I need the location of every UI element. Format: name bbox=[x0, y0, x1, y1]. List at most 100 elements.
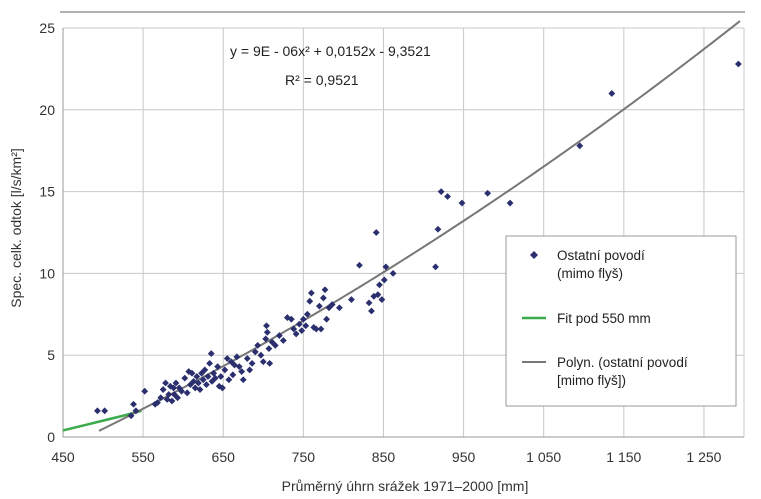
data-point bbox=[484, 189, 492, 197]
data-point bbox=[204, 373, 212, 380]
data-point bbox=[328, 301, 336, 308]
data-point bbox=[458, 199, 466, 207]
data-point bbox=[211, 374, 219, 382]
data-point bbox=[243, 355, 251, 362]
data-point bbox=[178, 387, 185, 395]
data-point bbox=[159, 386, 167, 393]
data-point bbox=[290, 325, 298, 333]
data-point bbox=[162, 379, 169, 387]
data-point bbox=[576, 142, 584, 150]
legend-label-points-line1: Ostatní povodí bbox=[557, 248, 645, 263]
data-point bbox=[275, 332, 283, 339]
x-tick-label: 950 bbox=[452, 449, 476, 465]
data-point bbox=[238, 368, 246, 375]
data-point bbox=[101, 407, 109, 415]
data-point bbox=[154, 399, 161, 407]
legend-box bbox=[505, 235, 737, 407]
data-point bbox=[203, 381, 210, 389]
fit-under-550-line bbox=[62, 409, 142, 432]
data-point bbox=[194, 379, 202, 387]
data-point bbox=[336, 304, 343, 312]
data-point bbox=[231, 361, 238, 369]
data-point bbox=[227, 358, 235, 366]
data-point bbox=[312, 325, 320, 333]
data-point bbox=[170, 391, 178, 398]
y-tick-label: 10 bbox=[39, 265, 55, 281]
data-point bbox=[207, 350, 215, 357]
data-point bbox=[166, 382, 174, 390]
data-point bbox=[265, 345, 273, 353]
x-tick-label: 1 150 bbox=[606, 449, 641, 465]
data-point bbox=[307, 289, 315, 297]
legend: Ostatní povodí (mimo flyš) Fit pod 550 m… bbox=[505, 235, 737, 407]
data-point bbox=[323, 315, 330, 323]
data-point bbox=[165, 391, 173, 398]
data-point bbox=[193, 373, 201, 380]
legend-item-polynomial: Polyn. (ostatní povodí [mimo flyš]) bbox=[522, 355, 688, 388]
data-point bbox=[127, 412, 135, 420]
y-tick-label: 20 bbox=[39, 102, 55, 118]
y-axis-title: Spec. celk. odtok [l/s/km²] bbox=[8, 148, 24, 308]
data-point bbox=[315, 302, 323, 310]
data-point bbox=[132, 407, 140, 415]
data-point bbox=[183, 389, 191, 397]
data-point bbox=[259, 358, 267, 366]
x-tick-label: 450 bbox=[51, 449, 75, 465]
data-point bbox=[378, 296, 386, 303]
data-point bbox=[372, 229, 380, 236]
data-point bbox=[217, 373, 225, 380]
x-tick-label: 650 bbox=[212, 449, 236, 465]
data-point bbox=[235, 363, 243, 371]
data-point bbox=[287, 315, 295, 323]
data-point bbox=[279, 337, 287, 344]
data-point bbox=[432, 263, 439, 271]
x-tick-label: 550 bbox=[131, 449, 155, 465]
r-squared-annotation: R² = 0,9521 bbox=[285, 72, 359, 88]
data-point bbox=[434, 225, 442, 233]
data-point bbox=[223, 355, 231, 362]
data-point bbox=[268, 338, 276, 346]
data-point bbox=[266, 359, 274, 367]
data-point bbox=[262, 335, 270, 343]
data-point bbox=[389, 270, 397, 277]
data-point bbox=[168, 397, 176, 405]
legend-label-points-line2: (mimo flyš) bbox=[557, 266, 623, 281]
data-point bbox=[271, 341, 279, 349]
data-point bbox=[225, 376, 233, 384]
data-point bbox=[317, 325, 325, 333]
data-point bbox=[298, 327, 306, 335]
data-point bbox=[302, 322, 310, 330]
legend-label-polynomial-line1: Polyn. (ostatní povodí bbox=[557, 355, 688, 370]
data-point bbox=[186, 381, 194, 389]
data-point bbox=[321, 286, 329, 294]
data-point bbox=[295, 320, 303, 328]
data-point bbox=[368, 307, 375, 315]
data-point bbox=[376, 281, 383, 289]
x-tick-label: 750 bbox=[292, 449, 316, 465]
data-point bbox=[170, 384, 177, 392]
data-point bbox=[248, 359, 256, 367]
series-layer bbox=[62, 20, 742, 432]
data-point bbox=[157, 394, 165, 402]
data-point bbox=[608, 90, 616, 97]
x-tick-labels: 450 550 650 750 850 950 1 050 1 150 1 250 bbox=[51, 449, 721, 465]
x-tick-label: 1 250 bbox=[686, 449, 721, 465]
data-point bbox=[201, 366, 209, 374]
data-point bbox=[444, 193, 451, 200]
y-tick-label: 5 bbox=[47, 347, 55, 363]
data-point bbox=[263, 328, 271, 336]
legend-label-polynomial-line2: [mimo flyš]) bbox=[557, 373, 626, 388]
data-point bbox=[356, 261, 363, 269]
data-point bbox=[306, 297, 314, 305]
data-point bbox=[251, 348, 259, 356]
data-point bbox=[254, 341, 262, 349]
data-point bbox=[188, 369, 196, 377]
data-point bbox=[303, 310, 311, 318]
diamond-marker-icon bbox=[530, 251, 538, 259]
equation-annotation: y = 9E - 06x² + 0,0152x - 9,3521 bbox=[230, 43, 431, 59]
data-point bbox=[215, 382, 223, 390]
data-point bbox=[172, 379, 180, 387]
data-point bbox=[348, 296, 355, 303]
data-point bbox=[185, 368, 193, 375]
